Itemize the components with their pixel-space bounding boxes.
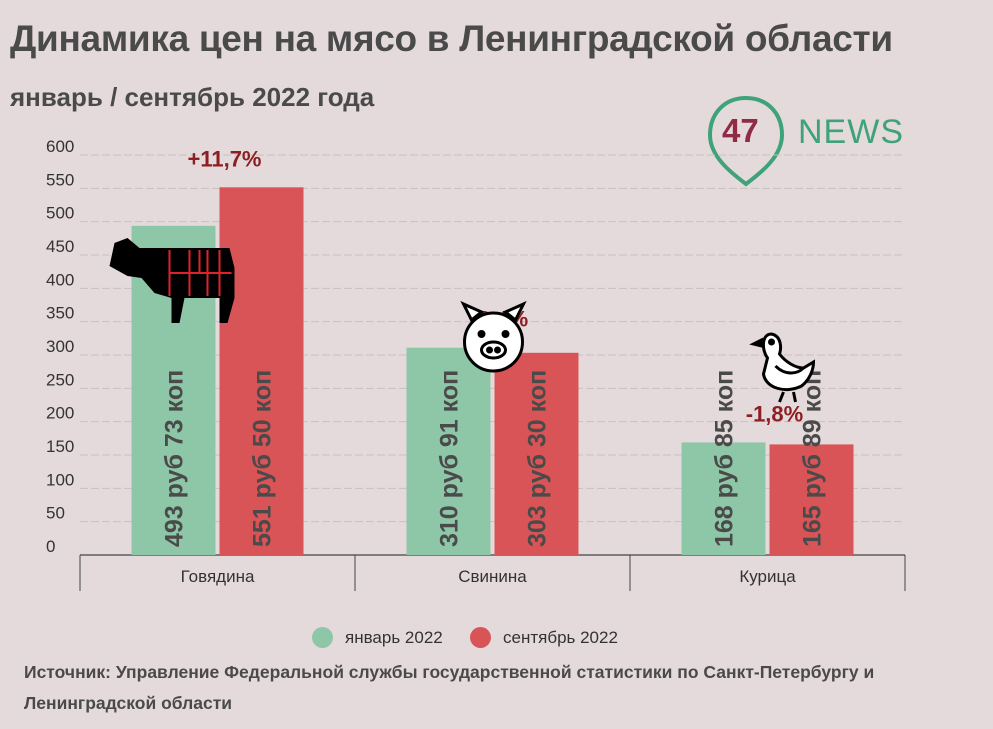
y-tick-label: 300 — [46, 337, 74, 356]
bar-value-label: 303 руб 30 коп — [524, 370, 552, 547]
pig-icon — [460, 300, 527, 373]
chicken-leg — [792, 391, 797, 403]
pig-eye — [477, 330, 486, 338]
pig-eye — [501, 330, 510, 338]
y-tick-label: 600 — [46, 137, 74, 156]
y-tick-label: 450 — [46, 237, 74, 256]
bar-value-label: 493 руб 73 коп — [161, 370, 189, 547]
x-category-label: Курица — [739, 567, 796, 586]
bar-value-label: 165 руб 89 коп — [799, 370, 827, 547]
chart-subtitle: январь / сентябрь 2022 года — [10, 82, 375, 112]
chicken-beak — [749, 337, 763, 348]
chicken-leg — [778, 391, 785, 403]
logo-number: 47 — [722, 112, 759, 149]
pig-ear — [502, 300, 527, 323]
pig-ear — [460, 300, 485, 323]
change-label: -1,8% — [746, 401, 803, 426]
chicken-icon — [749, 332, 816, 403]
y-tick-label: 500 — [46, 204, 74, 223]
chart-title: Динамика цен на мясо в Ленинградской обл… — [10, 18, 893, 59]
bar-january — [406, 347, 491, 555]
chicken-wing — [774, 364, 805, 375]
bar-value-label: 310 руб 91 коп — [436, 370, 464, 547]
legend-label-january: январь 2022 — [345, 628, 443, 647]
bar-value-label: 168 руб 85 коп — [711, 370, 739, 547]
bar-september — [219, 187, 304, 556]
x-category-label: Говядина — [181, 567, 255, 586]
logo-text: NEWS — [798, 113, 904, 151]
chicken-body — [761, 332, 816, 391]
legend-swatch-january — [312, 627, 333, 648]
bar-september — [769, 444, 854, 555]
pig-nostril — [494, 346, 501, 354]
change-label: +11,7% — [187, 146, 261, 171]
y-tick-label: 350 — [46, 304, 74, 323]
bar-january — [681, 442, 766, 555]
pig-snout — [480, 340, 507, 360]
y-tick-label: 200 — [46, 404, 74, 423]
y-tick-label: 400 — [46, 270, 74, 289]
legend-swatch-september — [470, 627, 491, 648]
cow-icon-part — [109, 238, 235, 323]
chicken-eye — [768, 338, 775, 346]
y-tick-label: 550 — [46, 170, 74, 189]
y-tick-label: 100 — [46, 470, 74, 489]
news-logo: 47 NEWS — [706, 92, 926, 188]
source-note: Источник: Управление Федеральной службы … — [24, 662, 875, 713]
y-tick-label: 0 — [46, 537, 55, 556]
y-tick-label: 150 — [46, 437, 74, 456]
x-category-label: Свинина — [458, 567, 527, 586]
legend-label-september: сентябрь 2022 — [503, 628, 618, 647]
cow-icon-cuts — [168, 250, 232, 296]
location-pin-icon — [707, 95, 785, 187]
y-tick-label: 50 — [46, 504, 65, 523]
y-tick-label: 250 — [46, 370, 74, 389]
cow-icon — [109, 238, 235, 323]
bar-value-label: 551 руб 50 коп — [249, 370, 277, 547]
pig-nostril — [486, 346, 493, 354]
bar-september — [494, 352, 579, 555]
